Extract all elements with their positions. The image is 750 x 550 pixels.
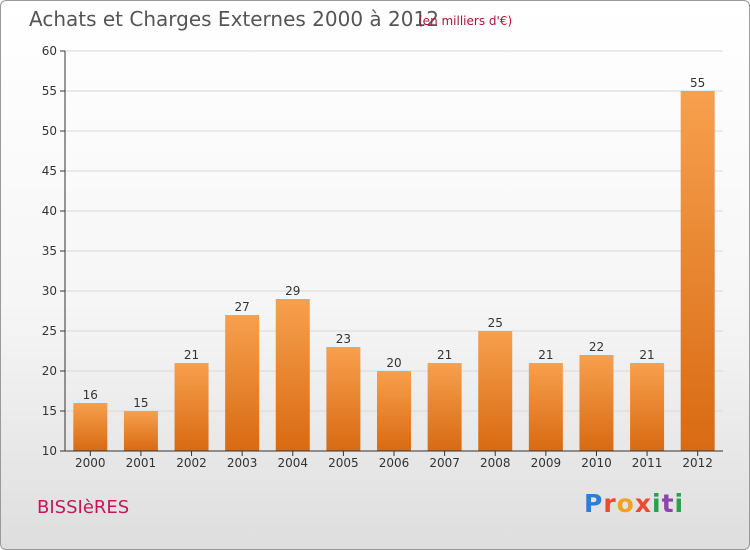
bar-value-label: 25 [488,316,503,330]
brand-logo: Proxiti [584,489,685,518]
bar-value-label: 21 [538,348,553,362]
x-tick-label: 2004 [277,456,308,470]
x-tick-label: 2001 [126,456,157,470]
axes [60,50,723,456]
bar-value-label: 16 [83,388,98,402]
x-tick-label: 2000 [75,456,106,470]
bar-value-label: 29 [285,284,300,298]
x-tick-label: 2010 [581,456,612,470]
x-tick-label: 2011 [632,456,663,470]
bar [630,363,665,451]
y-tick-label: 35 [42,244,57,258]
x-tick-label: 2012 [682,456,713,470]
y-tick-label: 20 [42,364,57,378]
bar-value-label: 21 [184,348,199,362]
bar-value-label: 55 [690,76,705,90]
bar-value-label: 21 [639,348,654,362]
x-tick-label: 2009 [531,456,562,470]
bar [478,331,513,451]
y-tick-label: 10 [42,444,57,458]
bar [225,315,260,451]
bar [73,403,108,451]
bar [275,299,310,451]
bar-value-label: 15 [133,396,148,410]
y-tick-label: 15 [42,404,57,418]
x-tick-label: 2005 [328,456,359,470]
y-tick-label: 30 [42,284,57,298]
y-tick-label: 45 [42,164,57,178]
bar [528,363,563,451]
bar [123,411,158,451]
bar [579,355,614,451]
bar [174,363,209,451]
chart-subtitle: (en milliers d'€) [418,14,513,28]
x-tick-label: 2002 [176,456,207,470]
y-tick-label: 60 [42,44,57,58]
bar-value-label: 21 [437,348,452,362]
labels: 10 15 20 25 30 35 40 45 50 55 60 16 2000 15 2001 21 2002… [42,44,713,470]
x-tick-label: 2008 [480,456,511,470]
bar-value-label: 22 [589,340,604,354]
bar [680,91,715,451]
y-tick-label: 40 [42,204,57,218]
bar [427,363,462,451]
y-tick-label: 25 [42,324,57,338]
chart-title: Achats et Charges Externes 2000 à 2012 [29,7,439,31]
y-tick-label: 50 [42,124,57,138]
town-name: BISSIèRES [37,497,130,518]
bars [73,91,715,451]
bar-value-label: 27 [235,300,250,314]
y-tick-label: 55 [42,84,57,98]
bar-value-label: 23 [336,332,351,346]
bar [326,347,361,451]
x-tick-label: 2007 [429,456,460,470]
x-tick-label: 2006 [379,456,410,470]
bar [377,371,411,451]
bar-value-label: 20 [386,356,401,370]
x-tick-label: 2003 [227,456,258,470]
